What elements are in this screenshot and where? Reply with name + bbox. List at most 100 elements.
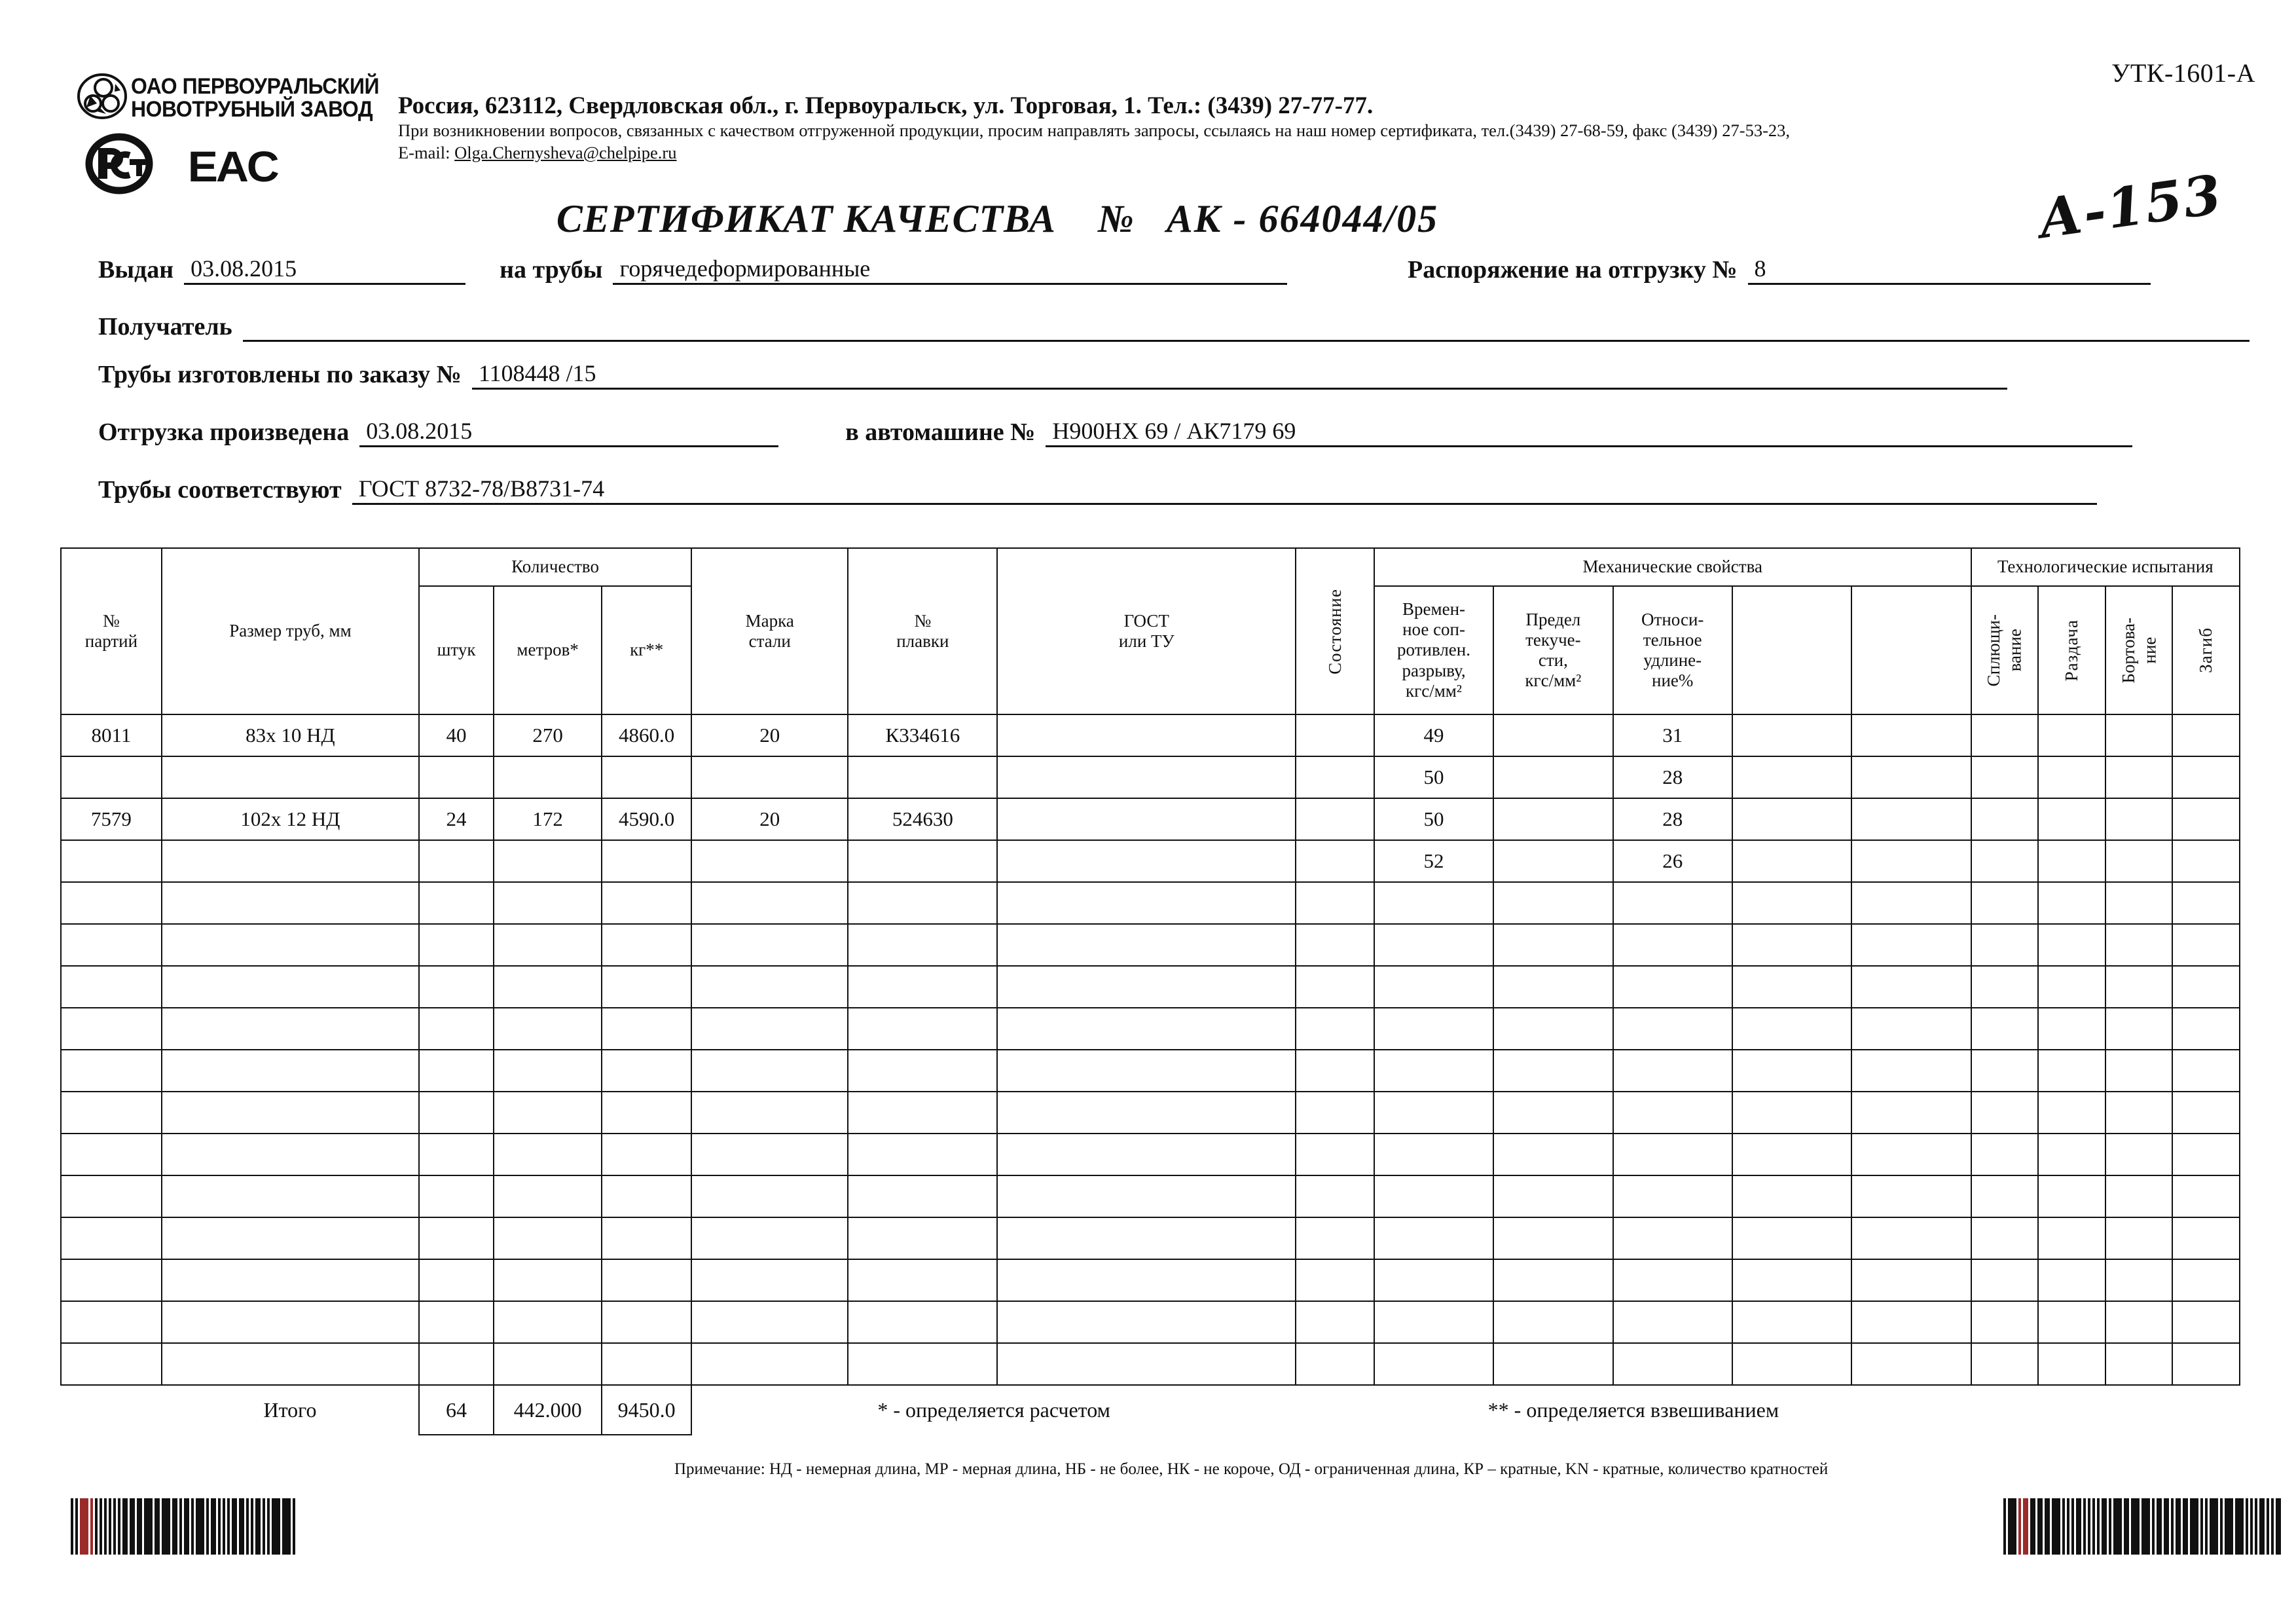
cell-bending[interactable] (2172, 1342, 2240, 1386)
cell-tensile[interactable]: 49 (1373, 714, 1495, 757)
cell-expansion[interactable] (2037, 1175, 2106, 1218)
cell-state[interactable] (1295, 1342, 1375, 1386)
cell-meters[interactable] (493, 1091, 603, 1134)
cell-mech-blank-2[interactable] (1851, 1342, 1972, 1386)
cell-expansion[interactable] (2037, 1133, 2106, 1176)
cell-bending[interactable] (2172, 1049, 2240, 1092)
cell-heat-no[interactable] (847, 1301, 998, 1344)
cell-expansion[interactable] (2037, 1007, 2106, 1050)
cell-flattening[interactable] (1970, 923, 2039, 967)
cell-yield[interactable] (1493, 1091, 1614, 1134)
cell-gost[interactable] (996, 1301, 1297, 1344)
cell-state[interactable] (1295, 1301, 1375, 1344)
cell-batch-no[interactable] (60, 881, 162, 925)
cell-flattening[interactable] (1970, 881, 2039, 925)
cell-gost[interactable] (996, 714, 1297, 757)
cell-pieces[interactable] (418, 1049, 495, 1092)
cell-tensile[interactable]: 50 (1373, 798, 1495, 841)
cell-flattening[interactable] (1970, 714, 2039, 757)
cell-kg[interactable]: 4590.0 (601, 798, 693, 841)
cell-flanging[interactable] (2104, 1133, 2174, 1176)
cell-elongation[interactable] (1612, 923, 1733, 967)
cell-mech-blank-2[interactable] (1851, 756, 1972, 799)
cell-expansion[interactable] (2037, 965, 2106, 1008)
cell-elongation[interactable]: 28 (1612, 756, 1733, 799)
cell-steel-grade[interactable] (691, 1049, 849, 1092)
cell-batch-no[interactable] (60, 965, 162, 1008)
cell-gost[interactable] (996, 881, 1297, 925)
cell-size[interactable] (160, 881, 420, 925)
cell-mech-blank-2[interactable] (1851, 1133, 1972, 1176)
cell-mech-blank-2[interactable] (1851, 1259, 1972, 1302)
cell-elongation[interactable] (1612, 1049, 1733, 1092)
cell-pieces[interactable] (418, 840, 495, 883)
cell-heat-no[interactable]: К334616 (847, 714, 998, 757)
cell-expansion[interactable] (2037, 881, 2106, 925)
cell-expansion[interactable] (2037, 923, 2106, 967)
cell-elongation[interactable]: 26 (1612, 840, 1733, 883)
cell-elongation[interactable] (1612, 1301, 1733, 1344)
cell-tensile[interactable] (1373, 923, 1495, 967)
cell-steel-grade[interactable] (691, 965, 849, 1008)
cell-batch-no[interactable] (60, 1049, 162, 1092)
cell-elongation[interactable] (1612, 1133, 1733, 1176)
cell-flattening[interactable] (1970, 1091, 2039, 1134)
cell-state[interactable] (1295, 1133, 1375, 1176)
cell-tensile[interactable] (1373, 1133, 1495, 1176)
cell-tensile[interactable] (1373, 1259, 1495, 1302)
cell-tensile[interactable] (1373, 1007, 1495, 1050)
cell-batch-no[interactable]: 7579 (60, 798, 162, 841)
cell-steel-grade[interactable] (691, 756, 849, 799)
cell-mech-blank-2[interactable] (1851, 798, 1972, 841)
cell-tensile[interactable]: 50 (1373, 756, 1495, 799)
cell-tensile[interactable] (1373, 1217, 1495, 1260)
cell-gost[interactable] (996, 1175, 1297, 1218)
cell-size[interactable] (160, 1091, 420, 1134)
cell-tensile[interactable] (1373, 1049, 1495, 1092)
cell-flanging[interactable] (2104, 965, 2174, 1008)
cell-batch-no[interactable]: 8011 (60, 714, 162, 757)
cell-state[interactable] (1295, 881, 1375, 925)
cell-batch-no[interactable] (60, 1175, 162, 1218)
cell-batch-no[interactable] (60, 1091, 162, 1134)
order-value[interactable]: 1108448 /15 (471, 361, 2007, 390)
cell-heat-no[interactable] (847, 1259, 998, 1302)
cell-gost[interactable] (996, 923, 1297, 967)
cell-tensile[interactable] (1373, 1175, 1495, 1218)
cell-expansion[interactable] (2037, 1217, 2106, 1260)
cell-yield[interactable] (1493, 1259, 1614, 1302)
cell-state[interactable] (1295, 798, 1375, 841)
cell-bending[interactable] (2172, 756, 2240, 799)
cell-flattening[interactable] (1970, 965, 2039, 1008)
cell-flanging[interactable] (2104, 1007, 2174, 1050)
cell-flanging[interactable] (2104, 1217, 2174, 1260)
cell-state[interactable] (1295, 1259, 1375, 1302)
cell-gost[interactable] (996, 1007, 1297, 1050)
cell-size[interactable] (160, 1133, 420, 1176)
cell-meters[interactable] (493, 1301, 603, 1344)
cell-gost[interactable] (996, 1259, 1297, 1302)
cell-meters[interactable] (493, 840, 603, 883)
cell-heat-no[interactable] (847, 1175, 998, 1218)
cell-kg[interactable] (601, 1301, 693, 1344)
cell-elongation[interactable] (1612, 1217, 1733, 1260)
issued-value[interactable]: 03.08.2015 (184, 257, 466, 285)
cell-steel-grade[interactable] (691, 1259, 849, 1302)
cell-meters[interactable] (493, 965, 603, 1008)
cell-state[interactable] (1295, 756, 1375, 799)
cell-pieces[interactable] (418, 1133, 495, 1176)
cell-elongation[interactable] (1612, 1175, 1733, 1218)
cell-kg[interactable]: 4860.0 (601, 714, 693, 757)
cell-batch-no[interactable] (60, 1301, 162, 1344)
cell-steel-grade[interactable] (691, 923, 849, 967)
cell-yield[interactable] (1493, 1342, 1614, 1386)
cell-steel-grade[interactable] (691, 1133, 849, 1176)
cell-bending[interactable] (2172, 965, 2240, 1008)
cell-bending[interactable] (2172, 1091, 2240, 1134)
cell-kg[interactable] (601, 1259, 693, 1302)
cell-batch-no[interactable] (60, 840, 162, 883)
cell-mech-blank-2[interactable] (1851, 1175, 1972, 1218)
cell-bending[interactable] (2172, 1175, 2240, 1218)
pipes-value[interactable]: горячедеформированные (613, 257, 1288, 285)
cell-steel-grade[interactable]: 20 (691, 798, 849, 841)
